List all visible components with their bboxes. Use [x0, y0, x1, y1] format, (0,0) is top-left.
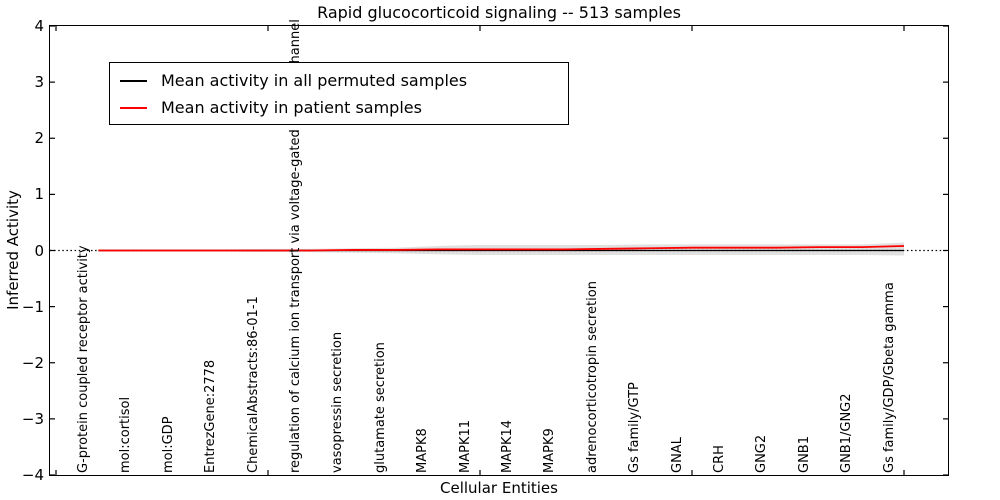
y-tick-label: −3 — [21, 409, 44, 428]
category-label: ChemicalAbstracts:86-01-1 — [245, 296, 261, 473]
category-label: GNB1 — [796, 436, 812, 473]
category-label: MAPK11 — [457, 419, 473, 473]
category-label: Gs family/GDP/Gbeta gamma — [881, 282, 897, 473]
category-label: EntrezGene:2778 — [203, 359, 219, 473]
chart-canvas — [50, 26, 948, 475]
permuted-line-swatch — [120, 79, 147, 82]
category-label: glutamate secretion — [372, 342, 388, 473]
category-label: MAPK14 — [499, 419, 515, 473]
category-label: Gs family/GTP — [627, 382, 643, 473]
patient-line-swatch — [120, 106, 147, 109]
category-label: GNB1/GNG2 — [839, 393, 855, 473]
category-label: GNAL — [669, 437, 685, 473]
legend-label-patient: Mean activity in patient samples — [161, 98, 422, 117]
legend-entry-patient: Mean activity in patient samples — [110, 94, 568, 121]
legend-label-permuted: Mean activity in all permuted samples — [161, 71, 468, 90]
y-tick-label: 3 — [34, 73, 44, 92]
category-label: adrenocorticotropin secretion — [584, 281, 600, 473]
y-tick-label: 2 — [34, 129, 44, 148]
category-label: mol:cortisol — [118, 396, 134, 473]
legend-entry-permuted: Mean activity in all permuted samples — [110, 67, 568, 94]
y-tick-label: −4 — [21, 466, 44, 484]
y-tick-label: 0 — [34, 241, 44, 260]
y-tick-label: −1 — [21, 297, 44, 316]
category-label: vasopressin secretion — [330, 331, 346, 473]
legend: Mean activity in all permuted samples Me… — [109, 62, 569, 125]
x-axis-label: Cellular Entities — [440, 479, 558, 497]
category-label: mol:GDP — [160, 416, 176, 473]
category-label: G-protein coupled receptor activity — [75, 245, 91, 473]
y-tick-label: −2 — [21, 353, 44, 372]
category-label: MAPK9 — [542, 428, 558, 473]
y-tick-label: 1 — [34, 185, 44, 204]
patient-mean-line — [98, 245, 905, 252]
plot-area: Mean activity in all permuted samples Me… — [49, 25, 949, 476]
y-tick-label: 4 — [34, 17, 44, 35]
category-label: CRH — [711, 445, 727, 473]
category-label: GNG2 — [754, 434, 770, 473]
category-label: MAPK8 — [415, 428, 431, 473]
chart-title: Rapid glucocorticoid signaling -- 513 sa… — [317, 3, 681, 22]
